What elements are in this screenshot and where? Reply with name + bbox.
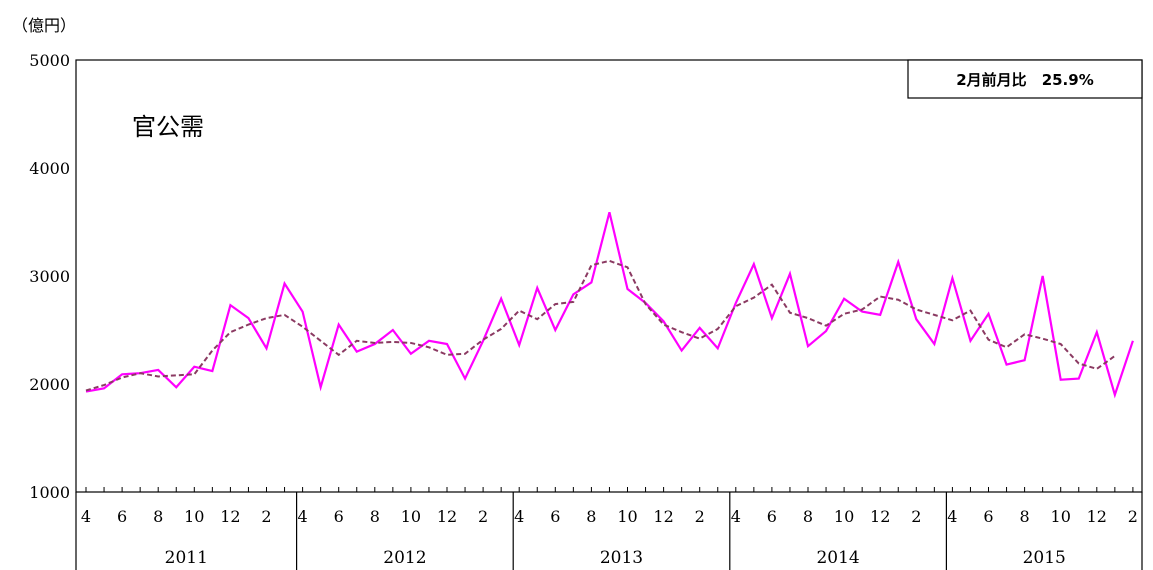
annotation-box — [907, 59, 1143, 99]
series-group — [85, 212, 1134, 399]
month-tick-label: 2 — [911, 507, 921, 526]
y-tick-label: 2000 — [29, 375, 70, 394]
month-tick-label: 12 — [653, 507, 673, 526]
unit-label: （億円） — [12, 16, 76, 35]
year-label: 2014 — [816, 548, 859, 568]
year-label: 2013 — [600, 548, 643, 568]
month-tick-label: 2 — [1128, 507, 1138, 526]
year-labels: 2011 2012 2013 2014 2015 — [165, 548, 1066, 568]
month-tick-label: 12 — [870, 507, 890, 526]
month-tick-label: 6 — [550, 507, 560, 526]
month-tick-label: 2 — [261, 507, 271, 526]
month-tick-label: 4 — [81, 507, 91, 526]
month-tick-label: 8 — [153, 507, 163, 526]
y-tick-labels: 1000 2000 3000 4000 5000 — [29, 51, 70, 502]
x-axis-table: 4 6 8 10 12 2 4 6 8 10 12 2 4 6 8 10 12 2 4 6 8 10 12 2 4 6 8 10 12 2… — [75, 492, 1143, 570]
month-tick-label: 2 — [695, 507, 705, 526]
month-tick-label: 10 — [184, 507, 204, 526]
y-tick-label: 5000 — [29, 51, 70, 70]
month-tick-label: 10 — [1051, 507, 1071, 526]
month-tick-label: 2 — [478, 507, 488, 526]
month-tick-label: 8 — [586, 507, 596, 526]
year-dividers — [296, 492, 948, 570]
y-tick-label: 3000 — [29, 267, 70, 286]
chart-title: 官公需 — [132, 113, 204, 141]
plot-area — [75, 59, 1143, 493]
month-tick-label: 10 — [834, 507, 854, 526]
month-tick-label: 8 — [1020, 507, 1030, 526]
month-tick-label: 4 — [731, 507, 741, 526]
month-tick-label: 4 — [298, 507, 308, 526]
month-tick-label: 10 — [617, 507, 637, 526]
year-label: 2011 — [165, 548, 208, 568]
month-tick-label: 8 — [803, 507, 813, 526]
year-label: 2015 — [1023, 548, 1066, 568]
y-tick-label: 4000 — [29, 159, 70, 178]
month-tick-label: 6 — [983, 507, 993, 526]
month-labels: 4 6 8 10 12 2 4 6 8 10 12 2 4 6 8 10 12 2 4 6 8 10 12 2 4 6 8 10 12 2 — [81, 507, 1138, 526]
year-label: 2012 — [383, 548, 426, 568]
month-tick-label: 12 — [220, 507, 240, 526]
annotation-text: 2月前月比 25.9% — [956, 71, 1093, 89]
x-axis-ticks — [85, 487, 1134, 492]
month-tick-label: 6 — [117, 507, 127, 526]
month-tick-label: 4 — [514, 507, 524, 526]
month-tick-label: 12 — [1087, 507, 1107, 526]
y-tick-label: 1000 — [29, 483, 70, 502]
month-tick-label: 10 — [401, 507, 421, 526]
month-tick-label: 6 — [334, 507, 344, 526]
month-tick-label: 4 — [947, 507, 957, 526]
series-line-monthly — [85, 212, 1134, 399]
month-tick-label: 8 — [370, 507, 380, 526]
month-tick-label: 6 — [767, 507, 777, 526]
month-tick-label: 12 — [437, 507, 457, 526]
series-line-trend — [85, 259, 1116, 392]
